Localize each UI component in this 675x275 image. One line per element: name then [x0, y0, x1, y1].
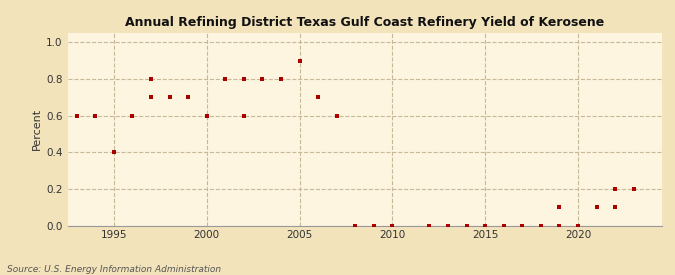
- Point: [369, 223, 379, 228]
- Point: [498, 223, 509, 228]
- Point: [591, 205, 602, 209]
- Point: [257, 77, 268, 81]
- Title: Annual Refining District Texas Gulf Coast Refinery Yield of Kerosene: Annual Refining District Texas Gulf Coas…: [125, 16, 604, 29]
- Point: [201, 113, 212, 118]
- Point: [183, 95, 194, 99]
- Point: [628, 187, 639, 191]
- Point: [164, 95, 175, 99]
- Point: [350, 223, 360, 228]
- Point: [109, 150, 119, 154]
- Point: [480, 223, 491, 228]
- Point: [275, 77, 286, 81]
- Point: [554, 223, 565, 228]
- Point: [461, 223, 472, 228]
- Point: [443, 223, 454, 228]
- Point: [238, 113, 249, 118]
- Point: [72, 113, 82, 118]
- Y-axis label: Percent: Percent: [32, 108, 42, 150]
- Point: [146, 77, 157, 81]
- Text: Source: U.S. Energy Information Administration: Source: U.S. Energy Information Administ…: [7, 265, 221, 274]
- Point: [610, 187, 620, 191]
- Point: [294, 58, 305, 63]
- Point: [183, 95, 194, 99]
- Point: [517, 223, 528, 228]
- Point: [535, 223, 546, 228]
- Point: [313, 95, 323, 99]
- Point: [554, 205, 565, 209]
- Point: [517, 223, 528, 228]
- Point: [90, 113, 101, 118]
- Point: [146, 95, 157, 99]
- Point: [610, 205, 620, 209]
- Point: [387, 223, 398, 228]
- Point: [572, 223, 583, 228]
- Point: [424, 223, 435, 228]
- Point: [591, 205, 602, 209]
- Point: [480, 223, 491, 228]
- Point: [220, 77, 231, 81]
- Point: [127, 113, 138, 118]
- Point: [331, 113, 342, 118]
- Point: [238, 77, 249, 81]
